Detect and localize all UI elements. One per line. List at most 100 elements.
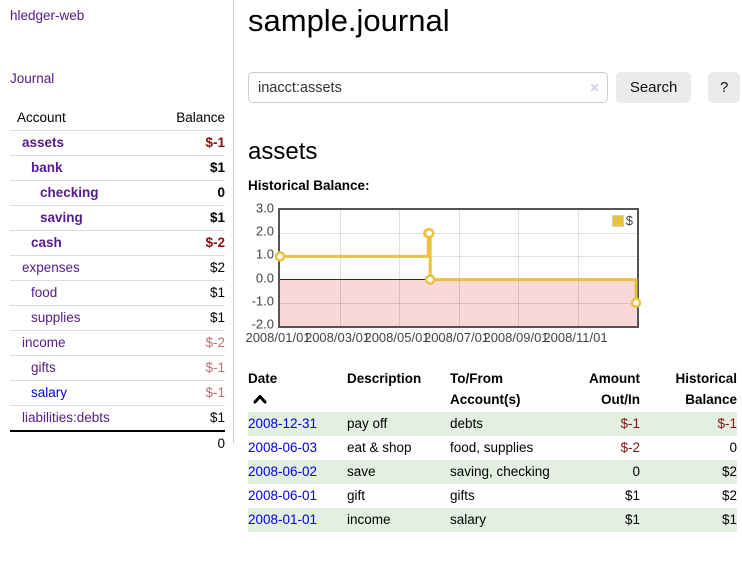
x-tick-label: 2008/09/01	[483, 330, 549, 345]
account-link[interactable]: salary	[31, 385, 68, 400]
accounts-header-row: Account Balance	[10, 108, 225, 131]
account-link[interactable]: checking	[40, 185, 99, 200]
transaction-amount: $1	[624, 488, 640, 503]
account-balance: $-1	[154, 130, 225, 156]
account-balance: $1	[154, 280, 225, 306]
account-balance: $-2	[154, 330, 225, 356]
register-header-date[interactable]: Date	[248, 366, 347, 412]
transaction-description: save	[347, 464, 376, 479]
transaction-amount: $-1	[620, 416, 640, 431]
transaction-accounts: debts	[450, 416, 484, 431]
account-balance: $-1	[154, 355, 225, 381]
account-balance: $1	[209, 410, 225, 425]
account-heading: assets	[248, 138, 318, 165]
account-row: bank $1	[10, 155, 225, 181]
x-tick-label: 2008/03/01	[304, 330, 371, 345]
account-link[interactable]: assets	[22, 135, 65, 150]
x-tick-label: 2008/11/01	[543, 330, 608, 345]
register-table: Date Description To/From Account(s) Amou…	[248, 366, 737, 532]
register-header-description: Description	[347, 371, 422, 386]
transaction-balance: $2	[721, 488, 737, 503]
register-header-amount: Amount Out/In	[589, 371, 640, 407]
y-tick-label: -1.0	[251, 293, 274, 309]
page-title: sample.journal	[248, 3, 450, 38]
register-row: 2008-06-03 eat & shop food, supplies $-2 0	[248, 436, 737, 460]
chart-negative-region	[280, 280, 637, 326]
account-link[interactable]: gifts	[31, 360, 56, 375]
account-row: checking 0	[10, 180, 225, 206]
sidebar-item-journal[interactable]: Journal	[10, 71, 55, 86]
accounts-total-row: 0	[10, 430, 225, 455]
account-link[interactable]: supplies	[31, 310, 81, 325]
y-tick-label: 0.0	[255, 270, 274, 286]
account-row: assets $-1	[10, 130, 225, 156]
transaction-date-link[interactable]: 2008-06-01	[248, 488, 318, 503]
transaction-balance: $-1	[717, 416, 737, 431]
app-title-link[interactable]: hledger-web	[10, 8, 85, 23]
account-balance: $2	[154, 255, 225, 281]
transaction-balance: 0	[729, 440, 737, 455]
accounts-total-spacer	[10, 430, 155, 455]
account-link[interactable]: cash	[31, 235, 62, 250]
register-row: 2008-06-01 gift gifts $1 $2	[248, 484, 737, 508]
transaction-amount: 0	[632, 464, 640, 479]
sidebar: hledger-web Journal Account Balance asse…	[0, 0, 233, 455]
account-balance: $-1	[154, 380, 225, 406]
transaction-balance: $1	[721, 512, 737, 527]
chart-legend: $	[611, 213, 633, 228]
chart-title: Historical Balance:	[248, 178, 370, 193]
register-header-row: Date Description To/From Account(s) Amou…	[248, 366, 737, 412]
main-content: sample.journal × Search ? assets Histori…	[245, 0, 740, 532]
clear-search-icon[interactable]: ×	[590, 79, 599, 96]
account-row: gifts $-1	[10, 355, 225, 381]
account-row: salary $-1	[10, 380, 225, 406]
transaction-description: income	[347, 512, 391, 527]
account-balance: $1	[154, 155, 225, 181]
transaction-balance: $2	[721, 464, 737, 479]
legend-swatch-icon	[611, 214, 624, 227]
transaction-date-link[interactable]: 2008-12-31	[248, 416, 318, 431]
accounts-header-account: Account	[10, 108, 155, 131]
historical-balance-chart: 3.0 2.0 1.0 0.0 -1.0 -2.0 $ 2008/01/01 2008/03…	[245, 201, 740, 351]
account-link[interactable]: bank	[31, 160, 63, 175]
register-header-balance: Historical Balance	[675, 371, 737, 407]
search-input[interactable]	[248, 72, 608, 103]
register-row: 2008-12-31 pay off debts $-1 $-1	[248, 412, 737, 436]
register-header-accounts: To/From Account(s)	[450, 371, 521, 407]
transaction-accounts: salary	[450, 512, 487, 527]
account-row: supplies $1	[10, 305, 225, 331]
help-button[interactable]: ?	[708, 72, 740, 103]
transaction-date-link[interactable]: 2008-01-01	[248, 512, 318, 527]
transaction-accounts: saving, checking	[450, 464, 550, 479]
transaction-date-link[interactable]: 2008-06-03	[248, 440, 318, 455]
accounts-total-value: 0	[154, 430, 225, 455]
transaction-amount: $1	[624, 512, 640, 527]
sort-ascending-icon	[253, 389, 347, 410]
transaction-description: gift	[347, 488, 366, 503]
legend-label: $	[625, 213, 633, 228]
account-link[interactable]: food	[31, 285, 58, 300]
account-link[interactable]: expenses	[22, 260, 80, 275]
transaction-description: pay off	[347, 416, 388, 431]
date-header-label: Date	[248, 371, 278, 386]
account-row: liabilities:debts $1	[10, 406, 225, 432]
account-link[interactable]: income	[22, 335, 66, 350]
account-row: cash $-2	[10, 230, 225, 256]
transaction-description: eat & shop	[347, 440, 412, 455]
account-row: expenses $2	[10, 255, 225, 281]
account-balance: 0	[154, 180, 225, 206]
y-tick-label: -2.0	[251, 316, 274, 332]
sidebar-divider	[233, 0, 234, 443]
transaction-accounts: food, supplies	[450, 440, 534, 455]
account-balance: $1	[154, 305, 225, 331]
accounts-table: Account Balance assets $-1 bank $1 checking 0…	[10, 108, 225, 455]
transaction-date-link[interactable]: 2008-06-02	[248, 464, 318, 479]
register-row: 2008-06-02 save saving, checking 0 $2	[248, 460, 737, 484]
chart-plot-area: $	[274, 208, 642, 328]
x-tick-label: 2008/07/01	[423, 330, 490, 345]
account-link[interactable]: liabilities:debts	[22, 410, 110, 425]
account-link[interactable]: saving	[40, 210, 83, 225]
search-button[interactable]: Search	[615, 72, 692, 103]
register-row: 2008-01-01 income salary $1 $1	[248, 508, 737, 532]
